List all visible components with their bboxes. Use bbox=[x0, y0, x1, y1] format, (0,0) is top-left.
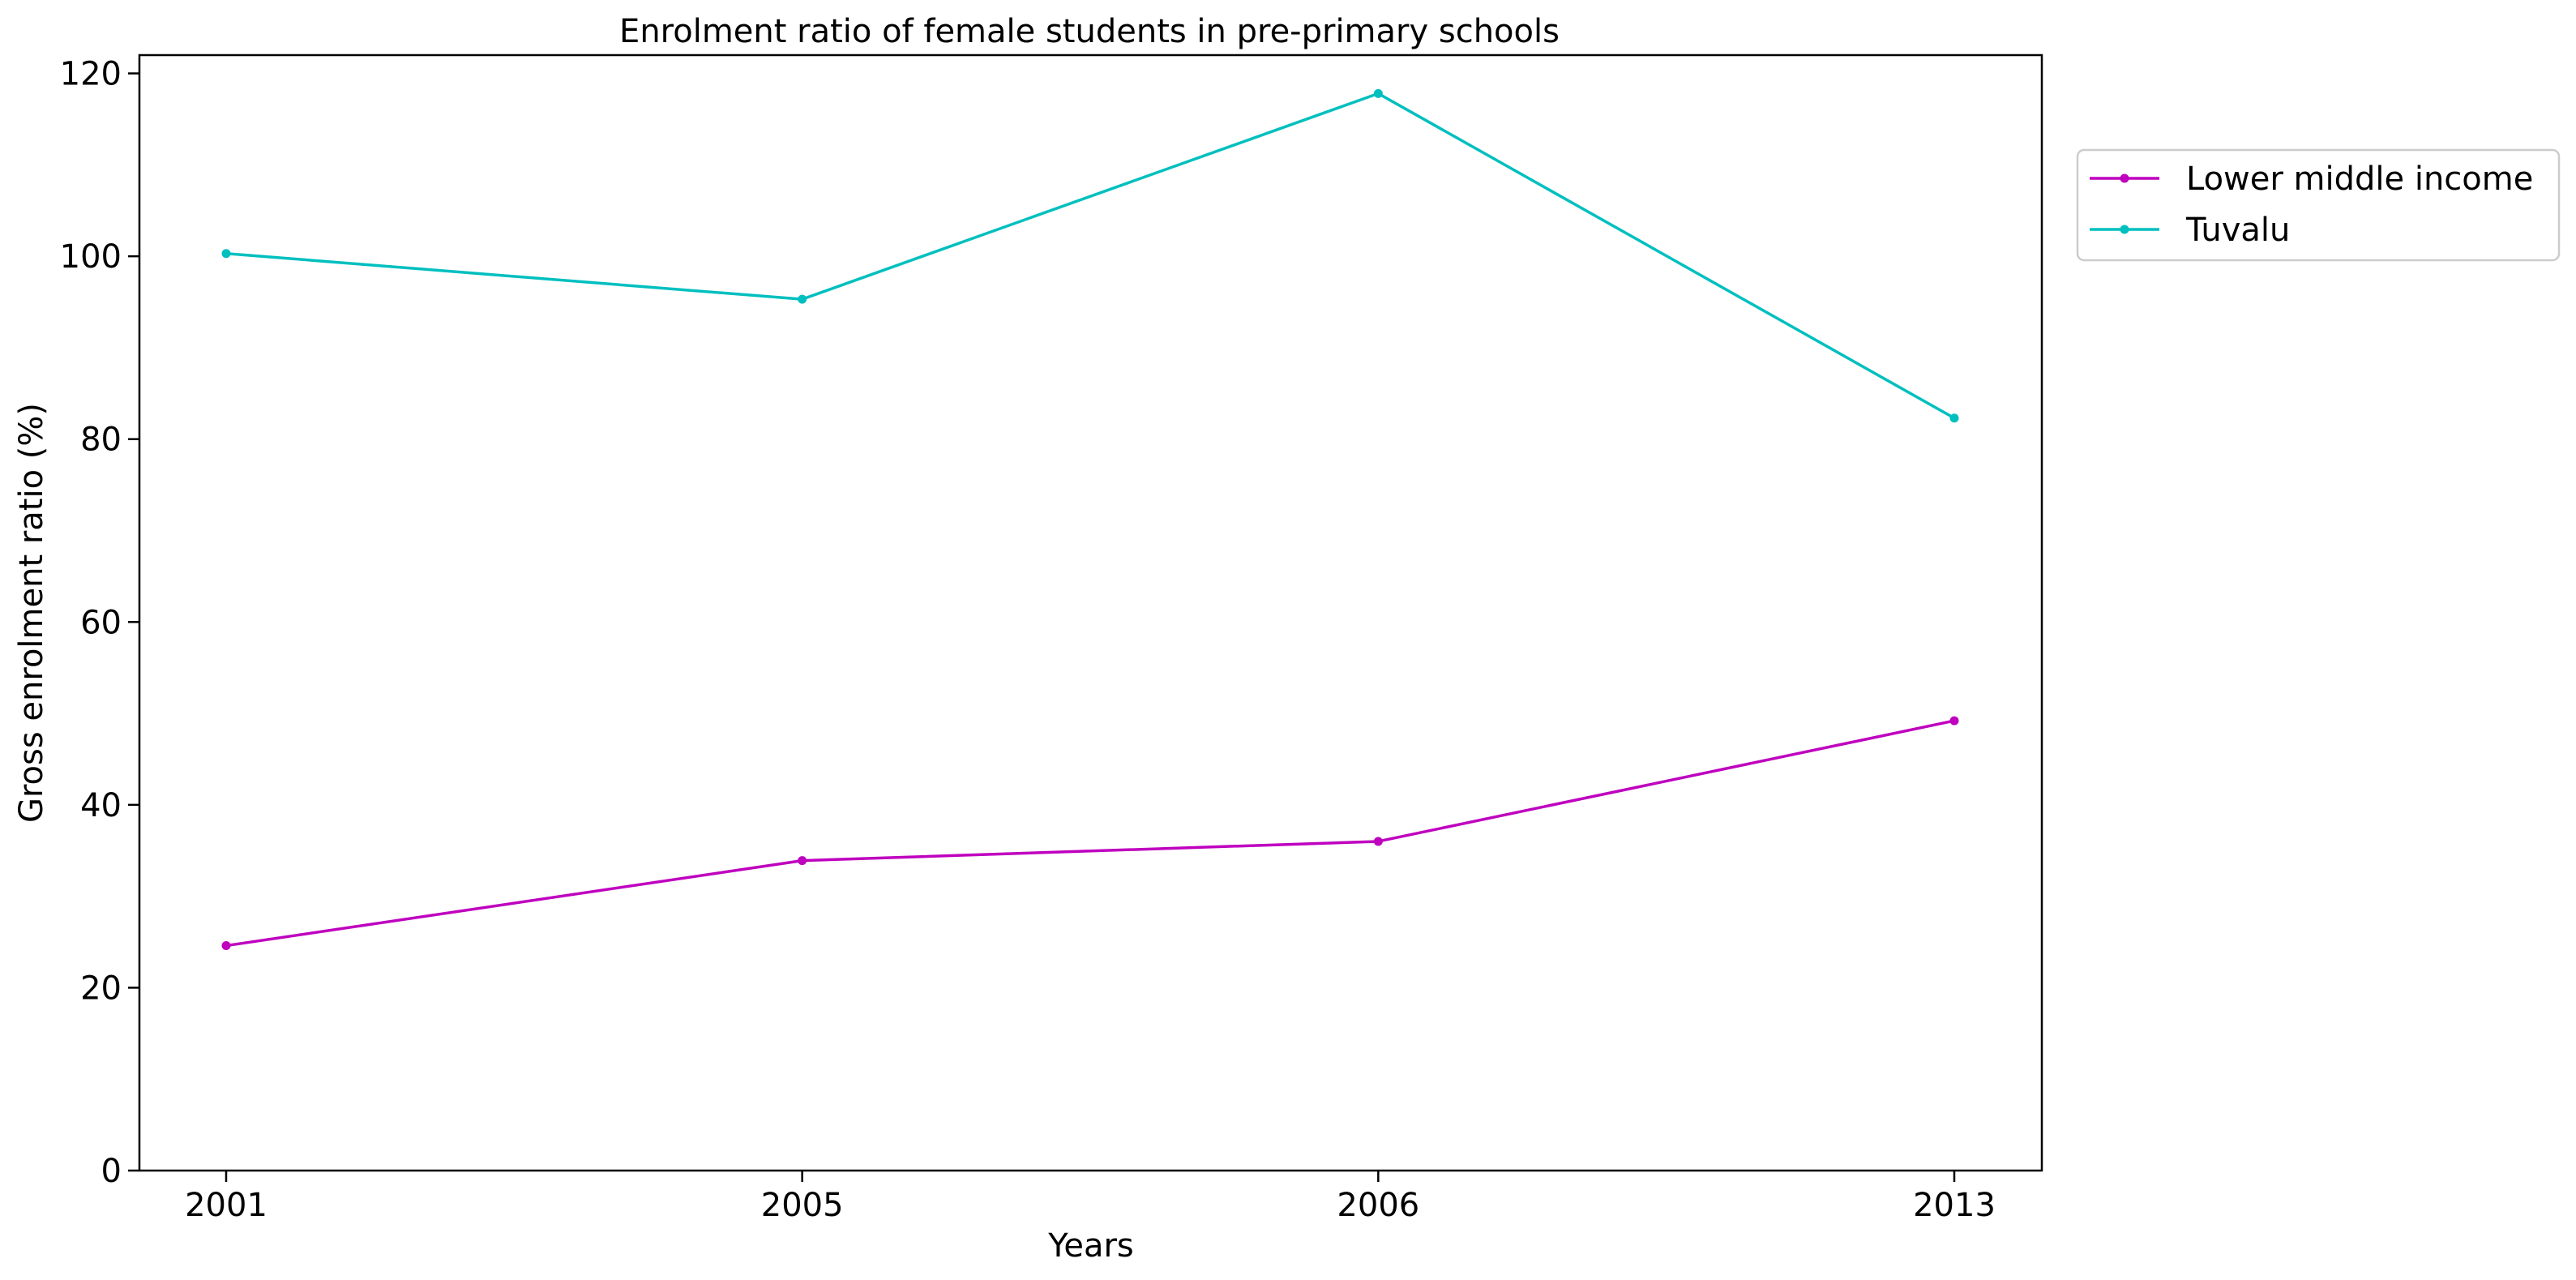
y-tick-label: 0 bbox=[101, 1153, 122, 1190]
legend-marker-tuvalu bbox=[2120, 225, 2129, 234]
data-point-tuvalu bbox=[221, 249, 231, 259]
x-axis-label: Years bbox=[1047, 1227, 1134, 1265]
y-tick-label: 20 bbox=[80, 970, 122, 1007]
series-line-tuvalu bbox=[225, 92, 1955, 420]
data-point-tuvalu bbox=[1949, 413, 1959, 423]
data-point-lower-middle-income bbox=[1949, 716, 1959, 726]
legend-label-tuvalu: Tuvalu bbox=[2185, 212, 2290, 249]
y-axis: 0 20 40 60 80 100 120 bbox=[60, 56, 139, 1190]
series-layer bbox=[221, 88, 1959, 951]
legend-marker-lower-middle-income bbox=[2120, 173, 2129, 183]
x-tick-label: 2001 bbox=[185, 1187, 267, 1224]
plot-area bbox=[138, 54, 2043, 1172]
y-tick-label: 80 bbox=[80, 422, 122, 459]
x-tick-label: 2013 bbox=[1913, 1187, 1996, 1224]
data-point-lower-middle-income bbox=[221, 941, 231, 951]
chart-title: Enrolment ratio of female students in pr… bbox=[619, 13, 1560, 50]
data-point-lower-middle-income bbox=[1373, 837, 1383, 846]
y-tick-label: 100 bbox=[60, 238, 122, 276]
x-tick-label: 2006 bbox=[1337, 1187, 1419, 1224]
data-point-tuvalu bbox=[1373, 88, 1383, 98]
series-line-lower-middle-income bbox=[225, 719, 1955, 948]
x-tick-label: 2005 bbox=[761, 1187, 844, 1224]
legend-label-lower-middle-income: Lower middle income bbox=[2186, 161, 2533, 198]
legend-box bbox=[2076, 148, 2561, 262]
y-tick-label: 60 bbox=[80, 604, 122, 641]
data-point-lower-middle-income bbox=[798, 856, 807, 866]
x-axis: 2001 2005 2006 2013 bbox=[185, 1171, 1996, 1224]
legend: Lower middle income Tuvalu bbox=[2076, 148, 2561, 262]
y-axis-label: Gross enrolment ratio (%) bbox=[13, 403, 50, 823]
y-tick-label: 40 bbox=[80, 787, 122, 824]
y-tick-label: 120 bbox=[60, 56, 122, 93]
data-point-tuvalu bbox=[798, 294, 807, 304]
